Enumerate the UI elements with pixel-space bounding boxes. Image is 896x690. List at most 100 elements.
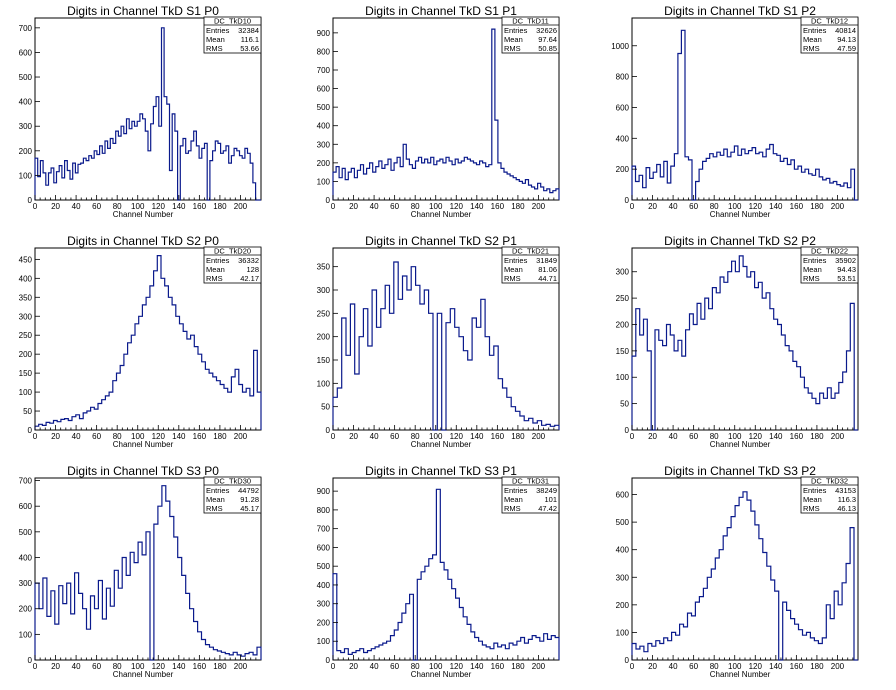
histogram-line: [332, 28, 560, 200]
y-tick-label: 400: [19, 553, 33, 562]
x-tick-label: 40: [72, 432, 81, 441]
y-tick-label: 200: [19, 147, 33, 156]
y-tick-label: 0: [625, 196, 630, 205]
y-tick-label: 0: [625, 426, 630, 435]
x-axis-label: Channel Number: [411, 210, 472, 219]
y-tick-label: 200: [317, 333, 331, 342]
y-tick-label: 200: [19, 605, 33, 614]
y-tick-label: 500: [616, 518, 630, 527]
x-tick-label: 160: [790, 202, 804, 211]
stats-mean-label: Mean: [803, 495, 822, 504]
x-tick-label: 100: [728, 662, 742, 671]
y-tick-label: 800: [616, 73, 630, 82]
stats-box: [501, 16, 560, 54]
stats-rms-value: 47.42: [538, 504, 557, 513]
y-tick-label: 150: [19, 369, 33, 378]
panel-title: Digits in Channel TkD S3 P2: [664, 464, 816, 478]
x-tick-label: 140: [769, 432, 783, 441]
x-tick-label: 180: [810, 662, 824, 671]
stats-entries-label: Entries: [803, 486, 827, 495]
panel-title: Digits in Channel TkD S3 P1: [365, 464, 517, 478]
y-tick-label: 800: [317, 47, 331, 56]
stats-rms-label: RMS: [504, 504, 521, 513]
x-tick-label: 40: [370, 662, 379, 671]
x-tick-label: 80: [411, 202, 420, 211]
x-tick-label: 60: [92, 662, 101, 671]
stats-rms-value: 53.66: [240, 44, 259, 53]
stats-box: [501, 476, 560, 514]
stats-hist-name: DC_TkD11: [512, 17, 549, 26]
x-tick-label: 80: [113, 662, 122, 671]
x-tick-label: 100: [429, 202, 443, 211]
y-tick-label: 100: [616, 373, 630, 382]
x-tick-label: 160: [193, 432, 207, 441]
stats-box: [203, 16, 262, 54]
stats-hist-name: DC_TkD12: [811, 17, 848, 26]
histogram-line: [631, 255, 858, 431]
stats-entries-value: 43153: [835, 486, 856, 495]
x-tick-label: 40: [669, 202, 678, 211]
histogram-line: [332, 488, 560, 661]
x-tick-label: 140: [769, 662, 783, 671]
x-tick-label: 120: [749, 662, 763, 671]
stats-box: [501, 246, 560, 284]
y-tick-label: 400: [616, 546, 630, 555]
y-tick-label: 600: [19, 48, 33, 57]
y-tick-label: 350: [317, 263, 331, 272]
stats-box: [800, 476, 859, 514]
x-tick-label: 20: [349, 662, 358, 671]
x-tick-label: 40: [669, 662, 678, 671]
x-axis-label: Channel Number: [113, 440, 174, 449]
x-tick-label: 20: [51, 432, 60, 441]
x-tick-label: 200: [831, 662, 845, 671]
x-tick-label: 100: [131, 432, 145, 441]
histogram-panel-5: Digits in Channel TkD S2 P1 0 20 40 60 80 100 1…: [317, 234, 560, 449]
y-tick-label: 0: [326, 196, 331, 205]
y-tick-label: 300: [19, 579, 33, 588]
stats-entries-label: Entries: [206, 486, 230, 495]
x-tick-label: 120: [450, 202, 464, 211]
x-tick-label: 200: [234, 662, 248, 671]
histogram-line: [631, 29, 858, 201]
histogram-panel-6: Digits in Channel TkD S2 P2 0 20 40 60 80 100 1…: [616, 234, 859, 449]
x-tick-label: 0: [630, 432, 635, 441]
x-tick-label: 80: [710, 662, 719, 671]
x-tick-label: 200: [234, 432, 248, 441]
stats-mean-label: Mean: [803, 35, 822, 44]
y-tick-label: 400: [19, 274, 33, 283]
x-tick-label: 180: [511, 202, 525, 211]
y-tick-label: 0: [326, 426, 331, 435]
histogram-line: [34, 27, 261, 201]
panel-title: Digits in Channel TkD S2 P0: [67, 234, 219, 248]
y-tick-label: 200: [616, 165, 630, 174]
y-tick-label: 900: [317, 29, 331, 38]
x-tick-label: 60: [689, 432, 698, 441]
stats-entries-label: Entries: [206, 256, 230, 265]
x-tick-label: 140: [470, 202, 484, 211]
stats-rms-label: RMS: [206, 274, 223, 283]
y-tick-label: 500: [19, 528, 33, 537]
stats-entries-value: 44792: [238, 486, 259, 495]
x-tick-label: 20: [51, 662, 60, 671]
stats-entries-label: Entries: [803, 26, 827, 35]
x-tick-label: 60: [689, 662, 698, 671]
x-axis-label: Channel Number: [710, 670, 771, 679]
x-tick-label: 20: [648, 432, 657, 441]
stats-entries-value: 40814: [835, 26, 856, 35]
stats-hist-name: DC_TkD22: [811, 247, 848, 256]
x-tick-label: 140: [172, 202, 186, 211]
stats-mean-label: Mean: [206, 265, 225, 274]
x-tick-label: 80: [113, 202, 122, 211]
x-tick-label: 200: [532, 662, 546, 671]
y-tick-label: 900: [317, 487, 331, 496]
stats-mean-label: Mean: [504, 495, 523, 504]
histogram-panel-7: Digits in Channel TkD S3 P0 0 20 40 60 80 100 1…: [19, 464, 262, 679]
y-tick-label: 800: [317, 506, 331, 515]
stats-entries-value: 31849: [536, 256, 557, 265]
x-tick-label: 200: [532, 202, 546, 211]
x-tick-label: 60: [390, 662, 399, 671]
y-tick-label: 300: [19, 122, 33, 131]
stats-mean-value: 94.43: [837, 265, 856, 274]
x-tick-label: 160: [491, 662, 505, 671]
y-tick-label: 400: [317, 581, 331, 590]
